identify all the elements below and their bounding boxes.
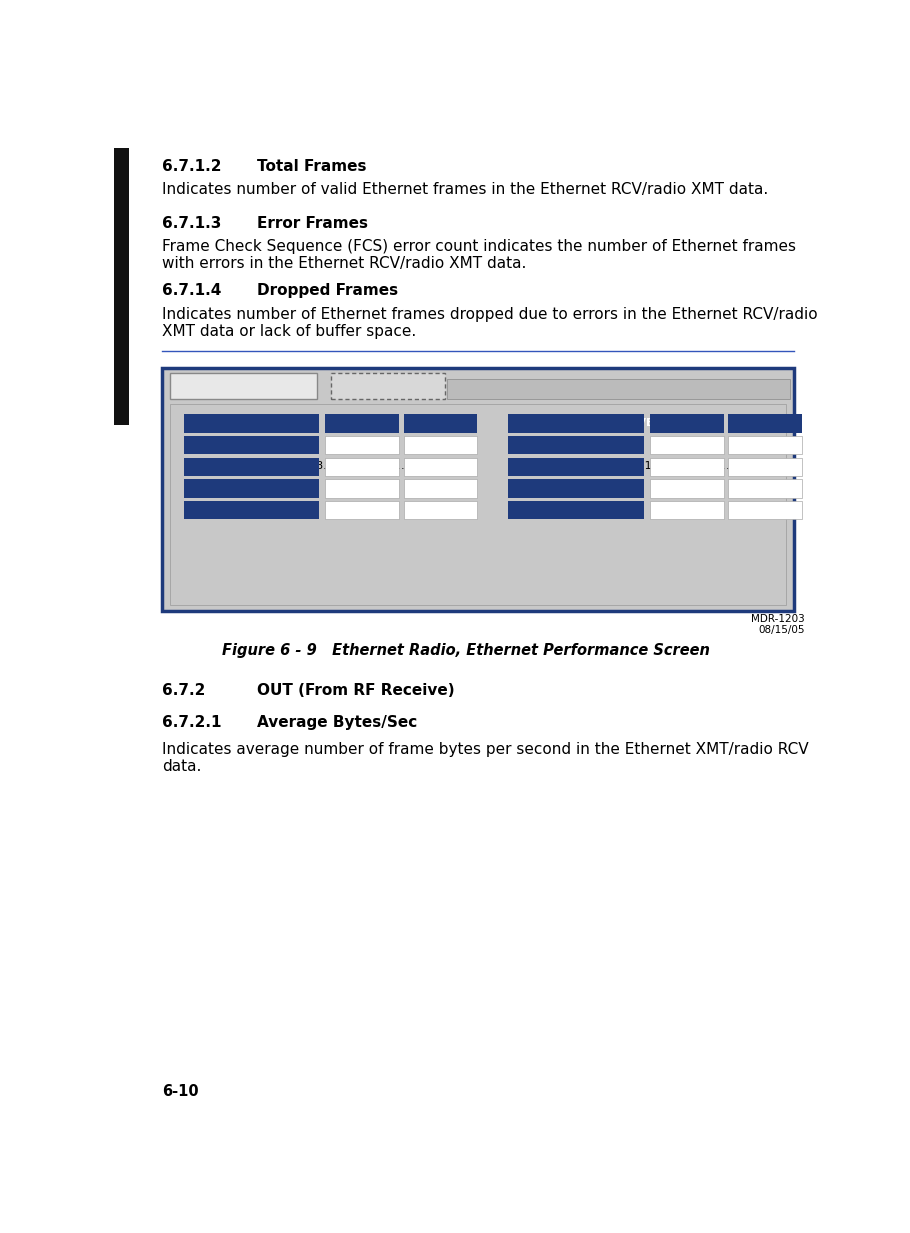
Text: Total Frames: Total Frames [258, 159, 367, 174]
Text: Indicates average number of frame bytes per second in the Ethernet XMT/radio RCV: Indicates average number of frame bytes … [162, 741, 808, 774]
Text: Total Frames: Total Frames [188, 461, 268, 471]
Text: 9, 084, 928: 9, 084, 928 [332, 440, 396, 450]
Text: 9, 519, 104: 9, 519, 104 [657, 440, 721, 450]
Text: 6.7.2: 6.7.2 [162, 683, 205, 698]
Bar [169, 372, 317, 399]
Bar [184, 480, 319, 498]
Text: A: A [358, 418, 367, 428]
Bar [650, 457, 723, 476]
Bar [728, 414, 802, 433]
Text: 1.316459 E+9: 1.316459 E+9 [719, 461, 799, 471]
Bar [404, 414, 477, 433]
Bar [169, 403, 786, 604]
Text: Average Bytes/Sec: Average Bytes/Sec [258, 715, 418, 730]
Bar [650, 414, 723, 433]
Text: Error Frames: Error Frames [513, 483, 594, 493]
Text: Average Bytes / Sec: Average Bytes / Sec [188, 440, 312, 450]
Bar [650, 501, 723, 519]
Text: 6.7.2.1: 6.7.2.1 [162, 715, 221, 730]
Text: Frame Check Sequence (FCS) error count indicates the number of Ethernet frames
w: Frame Check Sequence (FCS) error count i… [162, 239, 796, 271]
Text: 5, 431, 296: 5, 431, 296 [657, 483, 721, 493]
Text: 5, 431, 296: 5, 431, 296 [657, 504, 721, 514]
Bar [508, 414, 644, 433]
Text: 1.164721 E+10: 1.164721 E+10 [633, 461, 721, 471]
Bar [326, 414, 399, 433]
Bar [728, 436, 802, 455]
Text: Dropped Frames: Dropped Frames [188, 504, 291, 514]
Text: OUT (from RF RECEIVE): OUT (from RF RECEIVE) [513, 418, 659, 428]
Text: OUT (From RF Receive): OUT (From RF Receive) [258, 683, 455, 698]
Text: MDR-1203
08/15/05: MDR-1203 08/15/05 [752, 614, 805, 635]
Text: 6-10: 6-10 [162, 1084, 198, 1099]
Bar [650, 436, 723, 455]
Text: Error Frames: Error Frames [258, 216, 369, 231]
Bar [326, 501, 399, 519]
Bar [326, 480, 399, 498]
Bar [508, 501, 644, 519]
Bar [650, 480, 723, 498]
Text: Dropped Frames: Dropped Frames [513, 504, 616, 514]
Text: Average Bytes / Sec: Average Bytes / Sec [513, 440, 637, 450]
Text: Error Frames: Error Frames [188, 483, 269, 493]
Text: 65, 520: 65, 520 [354, 504, 396, 514]
Text: 6.7.1.3: 6.7.1.3 [162, 216, 221, 231]
Text: 1.804514 E+9: 1.804514 E+9 [394, 461, 474, 471]
Bar [508, 480, 644, 498]
Bar [404, 480, 477, 498]
Text: Dropped Frames: Dropped Frames [258, 284, 399, 298]
Bar [330, 372, 446, 399]
Bar [728, 480, 802, 498]
Bar [728, 501, 802, 519]
Bar [326, 436, 399, 455]
Bar [404, 501, 477, 519]
Bar [184, 414, 319, 433]
Bar [447, 379, 790, 399]
Text: 6.7.1.4: 6.7.1.4 [162, 284, 221, 298]
Bar [728, 457, 802, 476]
Bar [404, 436, 477, 455]
Bar [326, 457, 399, 476]
Text: 8.655579 E+9: 8.655579 E+9 [316, 461, 396, 471]
Text: Indicates number of valid Ethernet frames in the Ethernet RCV/radio XMT data.: Indicates number of valid Ethernet frame… [162, 181, 768, 197]
Bar [508, 457, 644, 476]
Text: 0: 0 [792, 440, 799, 450]
Bar [508, 436, 644, 455]
Text: 34995: 34995 [763, 483, 799, 493]
Text: 0: 0 [467, 483, 474, 493]
Text: 34742: 34742 [763, 504, 799, 514]
Text: Total Frames: Total Frames [513, 461, 592, 471]
Bar [404, 457, 477, 476]
Bar [114, 148, 129, 425]
Text: 43, 682: 43, 682 [431, 504, 474, 514]
Text: 6.7.1.2: 6.7.1.2 [162, 159, 221, 174]
Text: 0: 0 [389, 483, 396, 493]
Text: Indicates number of Ethernet frames dropped due to errors in the Ethernet RCV/ra: Indicates number of Ethernet frames drop… [162, 307, 817, 339]
Text: Figure 6 - 9   Ethernet Radio, Ethernet Performance Screen: Figure 6 - 9 Ethernet Radio, Ethernet Pe… [222, 644, 711, 658]
Bar [184, 457, 319, 476]
Bar [184, 436, 319, 455]
Text: B: B [761, 418, 769, 428]
Text: A: A [682, 418, 692, 428]
Bar [184, 501, 319, 519]
Text: Radio: Radio [225, 379, 262, 392]
Text: B: B [436, 418, 445, 428]
Text: Ethernet: Ethernet [356, 379, 420, 392]
Text: 4, 013, 824: 4, 013, 824 [410, 440, 474, 450]
Text: IN (to RF TRANSMIT): IN (to RF TRANSMIT) [188, 418, 317, 428]
Bar [162, 369, 794, 610]
